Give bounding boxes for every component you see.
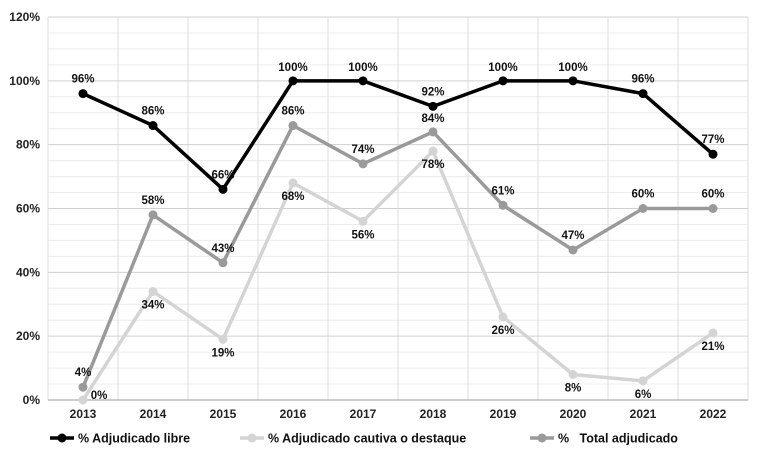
data-label: 6%	[635, 389, 652, 401]
data-point	[638, 89, 648, 99]
data-point	[428, 127, 438, 137]
data-point	[708, 204, 718, 213]
x-tick-label: 2017	[350, 407, 377, 421]
data-label: 56%	[351, 229, 374, 241]
data-label: 21%	[701, 341, 724, 353]
data-point	[498, 76, 508, 86]
data-label: 77%	[701, 134, 724, 146]
data-label: 78%	[421, 159, 444, 171]
x-tick-label: 2021	[630, 407, 657, 421]
x-tick-label: 2013	[70, 407, 97, 421]
y-tick-label: 0%	[23, 393, 41, 407]
x-axis: 2013 2014 2015 2016 2017 2018 2019 2020 2021 2022	[70, 407, 727, 421]
data-point	[568, 369, 578, 379]
data-label: 47%	[561, 230, 584, 242]
data-label: 84%	[421, 113, 444, 125]
y-tick-label: 80%	[16, 138, 40, 152]
data-point	[148, 286, 158, 296]
data-label: 58%	[141, 195, 164, 207]
data-point	[288, 76, 298, 86]
data-label: 96%	[631, 74, 654, 86]
data-labels: 96% 86% 66% 100% 100% 92% 100% 100% 96% 77% 0% 34% 1…	[71, 62, 724, 402]
legend-marker	[57, 433, 67, 443]
data-point	[498, 312, 508, 322]
data-point	[358, 159, 368, 169]
y-tick-label: 100%	[9, 74, 40, 88]
x-tick-label: 2020	[560, 407, 587, 421]
x-tick-label: 2018	[420, 407, 447, 421]
x-tick-label: 2014	[140, 407, 167, 421]
data-point	[148, 121, 158, 131]
legend-marker	[247, 433, 257, 443]
data-label: 4%	[75, 367, 92, 379]
legend: % Adjudicado libre % Adjudicado cautiva o…	[50, 432, 678, 446]
data-point	[358, 216, 368, 226]
data-label: 26%	[491, 325, 514, 337]
data-label: 60%	[631, 189, 654, 201]
y-tick-label: 60%	[16, 202, 40, 216]
series-line	[82, 79, 715, 192]
data-point	[78, 395, 88, 405]
legend-label: % Adjudicado libre	[78, 432, 190, 446]
data-point	[78, 89, 88, 99]
y-tick-label: 20%	[16, 329, 40, 343]
data-label: 43%	[211, 243, 234, 255]
series-lines	[81, 79, 715, 401]
legend-label: % Adjudicado cautiva o destaque	[268, 432, 466, 446]
data-label: 100%	[278, 62, 307, 74]
data-point	[218, 258, 228, 268]
y-axis: 0% 20% 40% 60% 80% 100% 120%	[9, 10, 40, 407]
data-label: 96%	[71, 74, 94, 86]
data-label: 100%	[348, 62, 377, 74]
data-point	[498, 200, 508, 210]
data-label: 19%	[211, 347, 234, 359]
x-tick-label: 2016	[280, 407, 307, 421]
y-tick-label: 120%	[9, 10, 40, 24]
data-label: 86%	[281, 106, 304, 118]
data-point	[708, 328, 718, 338]
series-line	[81, 123, 713, 388]
data-point	[568, 76, 578, 86]
data-point	[358, 76, 368, 86]
data-label: 60%	[701, 189, 724, 201]
data-point	[218, 334, 228, 344]
data-point	[218, 184, 228, 194]
data-label: 86%	[141, 106, 164, 118]
grid-lines	[47, 16, 749, 401]
data-label: 66%	[211, 169, 234, 181]
data-point	[638, 376, 648, 386]
data-point	[568, 245, 578, 255]
y-tick-label: 40%	[16, 265, 40, 279]
series-line	[81, 149, 714, 401]
data-label: 74%	[351, 144, 374, 156]
data-point	[78, 382, 88, 392]
data-point	[708, 149, 718, 159]
legend-marker	[537, 433, 547, 443]
x-tick-label: 2015	[210, 407, 237, 421]
x-tick-label: 2019	[490, 407, 517, 421]
series-points	[78, 76, 718, 405]
data-point	[428, 146, 438, 156]
data-label: 0%	[91, 390, 108, 402]
data-point	[288, 121, 298, 131]
data-label: 68%	[281, 191, 304, 203]
data-label: 100%	[558, 62, 587, 74]
legend-label: % Total adjudicado	[558, 432, 678, 446]
data-point	[288, 178, 298, 188]
data-label: 8%	[565, 382, 582, 394]
x-tick-label: 2022	[700, 407, 727, 421]
data-label: 34%	[141, 299, 164, 311]
data-label: 61%	[491, 185, 514, 197]
data-point	[638, 204, 648, 213]
data-point	[148, 210, 158, 220]
data-label: 92%	[421, 86, 444, 98]
data-point	[428, 101, 438, 111]
data-label: 100%	[488, 62, 517, 74]
